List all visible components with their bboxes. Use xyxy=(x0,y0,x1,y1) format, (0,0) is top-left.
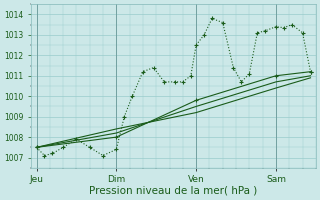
X-axis label: Pression niveau de la mer( hPa ): Pression niveau de la mer( hPa ) xyxy=(89,186,258,196)
